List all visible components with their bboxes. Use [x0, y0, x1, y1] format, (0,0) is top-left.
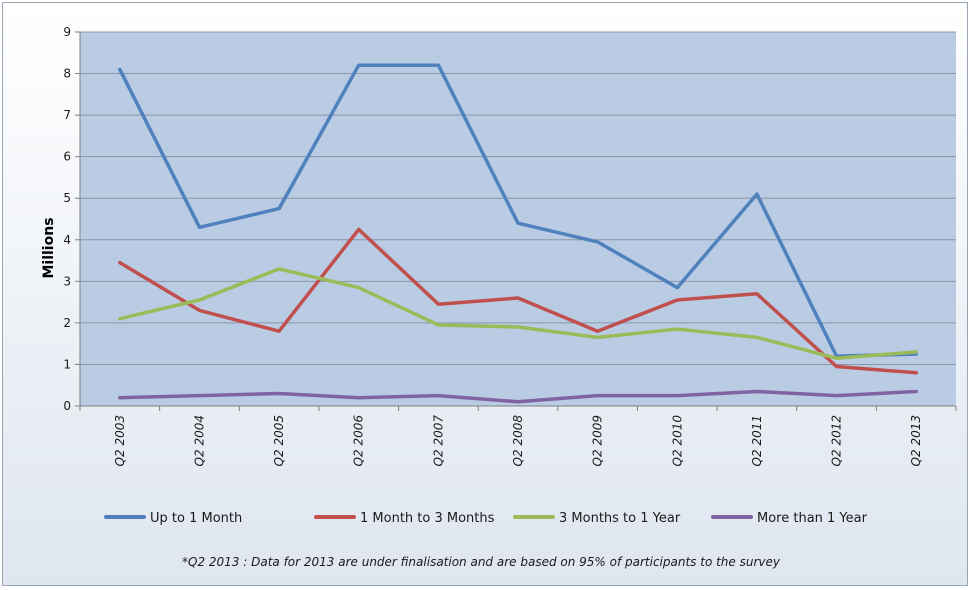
plot-area — [80, 32, 956, 406]
series-line-2 — [118, 227, 918, 375]
legend-label: Up to 1 Month — [150, 511, 242, 526]
y-tick-label: 5 — [63, 191, 71, 205]
x-tick-label: Q2 2009 — [591, 415, 605, 466]
y-tick-label: 9 — [63, 25, 71, 39]
x-tick-label: Q2 2008 — [511, 415, 525, 467]
x-tick-label: Q2 2005 — [272, 415, 286, 466]
x-tick-label: Q2 2006 — [352, 415, 366, 467]
y-tick-label: 3 — [63, 274, 71, 288]
y-axis-label: Millions — [41, 217, 57, 278]
x-tick-label: Q2 2007 — [431, 415, 445, 467]
series-line-3 — [118, 267, 918, 360]
legend: Up to 1 Month 1 Month to 3 Months 3 Months… — [104, 511, 868, 526]
series-line-1 — [118, 63, 918, 358]
x-axis-ticks: Q2 2003 Q2 2004 Q2 2005 Q2 2006 Q2 2007 Q2 20… — [79, 406, 957, 467]
gridlines — [80, 31, 956, 407]
y-tick-label: 1 — [63, 357, 71, 371]
x-tick-label: Q2 2003 — [113, 415, 127, 466]
y-tick-label: 2 — [63, 316, 71, 330]
legend-label: More than 1 Year — [757, 511, 868, 526]
y-tick-label: 4 — [63, 233, 71, 247]
x-tick-label: Q2 2013 — [909, 415, 923, 466]
series-lines — [118, 63, 918, 404]
y-tick-label: 0 — [63, 399, 71, 413]
y-axis-ticks: 0 1 2 3 4 5 6 7 8 9 — [63, 25, 81, 413]
y-tick-label: 6 — [63, 150, 71, 164]
y-tick-label: 8 — [63, 67, 71, 81]
x-tick-label: Q2 2010 — [670, 415, 684, 467]
legend-label: 1 Month to 3 Months — [360, 511, 495, 526]
x-tick-label: Q2 2011 — [750, 415, 764, 466]
y-tick-label: 7 — [63, 108, 71, 122]
series-line-4 — [118, 389, 918, 404]
footnote: *Q2 2013 : Data for 2013 are under final… — [182, 555, 781, 569]
x-tick-label: Q2 2012 — [830, 415, 844, 466]
plot-background — [80, 32, 956, 406]
legend-label: 3 Months to 1 Year — [559, 511, 681, 526]
x-tick-label: Q2 2004 — [192, 415, 206, 466]
